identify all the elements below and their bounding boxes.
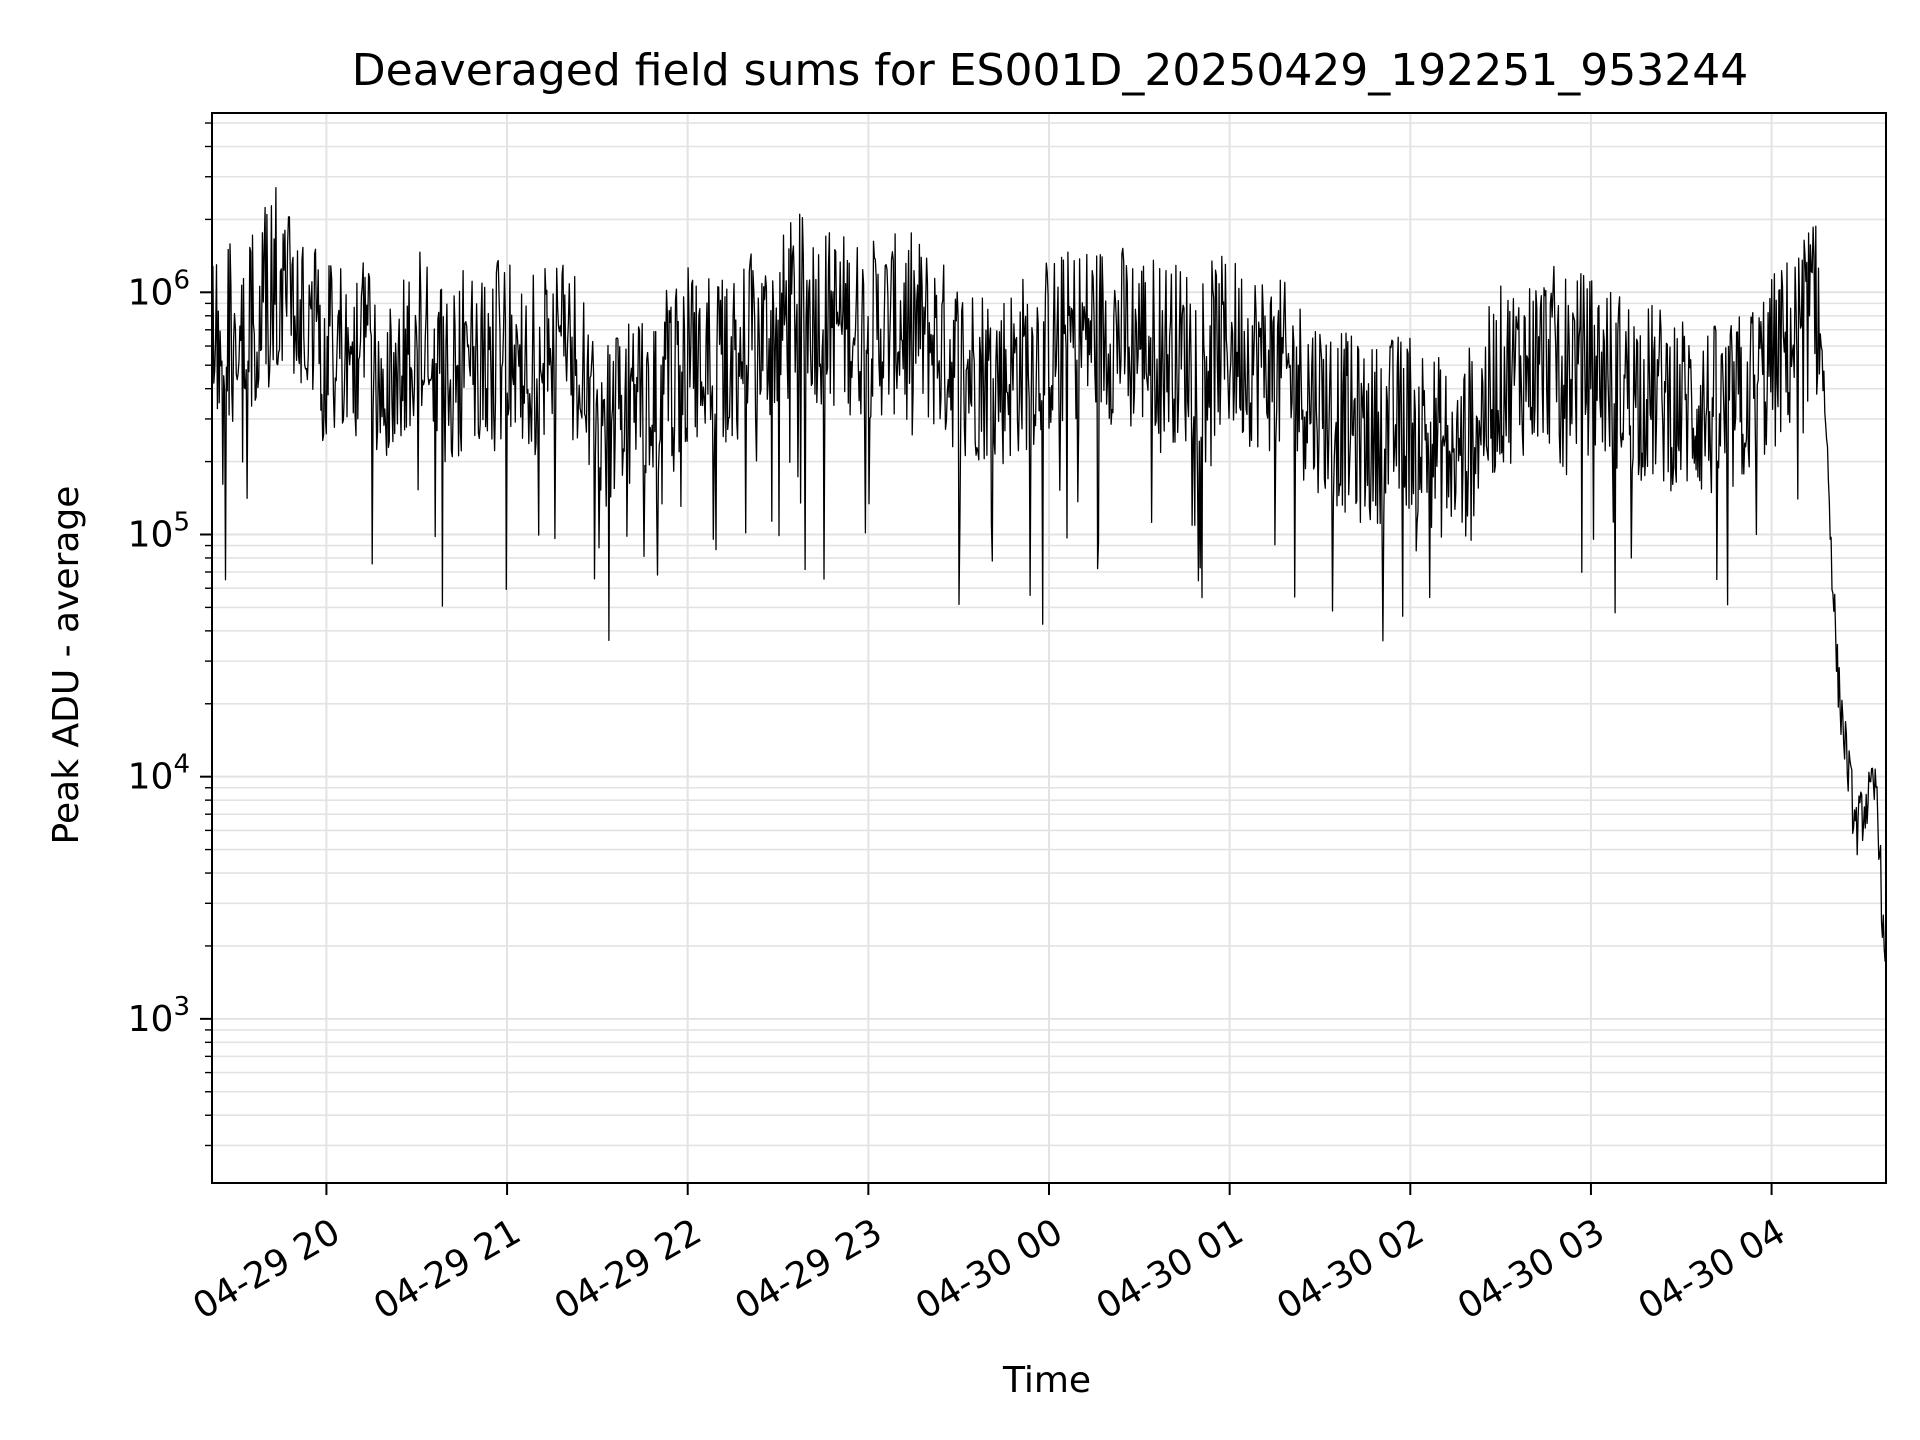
y-tick-label: 105 [128,507,190,555]
y-tick-label: 103 [128,992,190,1040]
y-tick-exponent: 4 [173,750,190,780]
y-tick-base: 10 [128,514,174,555]
y-tick-base: 10 [128,272,174,313]
chart-title: Deaveraged field sums for ES001D_2025042… [352,45,1748,96]
y-tick-label: 106 [128,265,190,313]
y-tick-base: 10 [128,999,174,1040]
data-series-line [211,187,1886,962]
series-layer [211,187,1886,962]
plot-frame [211,112,1887,1184]
y-tick-exponent: 6 [173,265,190,295]
y-tick-exponent: 5 [173,507,190,537]
grid [212,113,1886,1183]
x-axis-label: Time [1002,1360,1091,1401]
y-axis-label: Peak ADU - average [46,486,87,845]
y-tick-base: 10 [128,757,174,798]
y-tick-exponent: 3 [173,992,190,1022]
y-tick-label: 104 [128,750,190,798]
